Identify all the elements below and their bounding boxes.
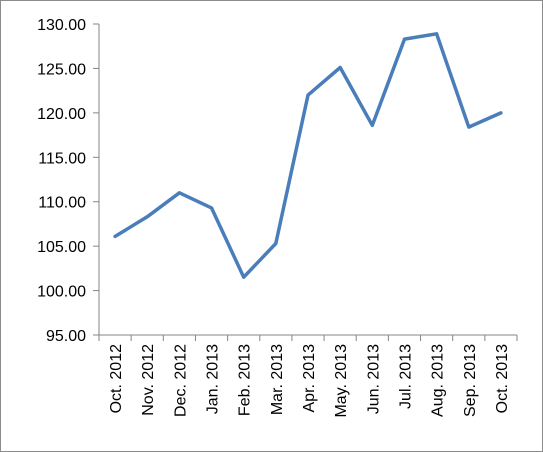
y-tick-label: 105.00 — [37, 239, 86, 256]
y-tick-label: 125.00 — [37, 61, 86, 78]
data-point — [274, 242, 277, 245]
data-point — [339, 66, 342, 69]
x-tick-label: Sep. 2013 — [462, 344, 479, 417]
x-tick-label: Apr. 2013 — [301, 344, 318, 413]
data-point — [210, 206, 213, 210]
x-axis-ticks: Oct. 2012 Nov. 2012 Dec. 2012 Jan. 2013 Feb.… — [98, 335, 518, 418]
x-tick-label: Nov. 2012 — [140, 344, 157, 416]
data-point — [371, 124, 374, 127]
x-tick-label: Oct. 2013 — [494, 344, 511, 413]
data-point — [499, 111, 503, 115]
x-tick-label: Dec. 2012 — [172, 344, 189, 417]
x-tick-label: Jun. 2013 — [365, 344, 382, 414]
data-point — [178, 191, 181, 194]
data-point — [467, 125, 470, 129]
y-tick-label: 120.00 — [37, 106, 86, 123]
x-tick-label: Mar. 2013 — [269, 344, 286, 415]
x-tick-label: Jul. 2013 — [397, 344, 414, 409]
y-tick-label: 100.00 — [37, 284, 86, 301]
data-point — [242, 276, 245, 279]
y-tick-label: 95.00 — [46, 328, 86, 345]
series — [113, 32, 503, 279]
data-point — [113, 235, 117, 238]
data-point — [435, 32, 438, 35]
data-point — [146, 215, 149, 218]
x-tick-label: Jan. 2013 — [205, 344, 222, 414]
y-tick-label: 110.00 — [38, 195, 86, 212]
axes — [98, 24, 517, 336]
series-line — [113, 32, 503, 279]
x-tick-label: May. 2013 — [333, 344, 350, 418]
x-tick-label: Oct. 2012 — [108, 344, 125, 413]
x-tick-label: Feb. 2013 — [237, 344, 254, 416]
y-axis-ticks: 95.00 100.00 105.00 110.00 115.00 120.00 125.0… — [37, 17, 99, 345]
data-point — [403, 37, 406, 41]
y-tick-label: 115.00 — [38, 150, 86, 167]
data-point — [306, 93, 310, 97]
y-tick-label: 130.00 — [37, 17, 86, 34]
x-tick-label: Aug. 2013 — [430, 344, 447, 417]
